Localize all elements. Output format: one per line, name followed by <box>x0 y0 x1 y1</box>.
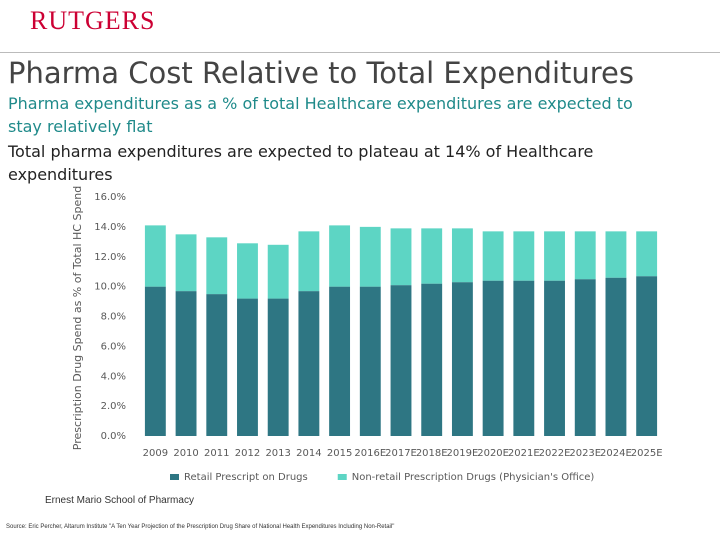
bar-segment <box>359 286 381 436</box>
bar-segment <box>144 286 166 436</box>
bar-segment <box>574 279 596 436</box>
y-tick-label: 16.0% <box>94 192 126 203</box>
slide-title: Pharma Cost Relative to Total Expenditur… <box>8 56 634 90</box>
x-tick-label: 2012 <box>235 448 260 459</box>
x-tick-label: 2021E <box>508 448 540 459</box>
legend-label: Non-retail Prescription Drugs (Physician… <box>352 472 595 483</box>
bar-segment <box>636 231 658 277</box>
bar-segment <box>605 231 627 278</box>
x-tick-label: 2011 <box>204 448 229 459</box>
bullet: Total pharma expenditures are expected t… <box>8 142 594 184</box>
bar-segment <box>390 228 412 286</box>
legend-swatch <box>170 474 179 480</box>
x-tick-label: 2018E <box>416 448 448 459</box>
x-tick-label: 2014 <box>296 448 321 459</box>
y-tick-label: 12.0% <box>94 252 126 263</box>
bar-segment <box>298 291 320 436</box>
bar-segment <box>267 244 289 299</box>
bar-segment <box>329 225 351 287</box>
y-axis-label: Prescription Drug Spend as % of Total HC… <box>71 186 84 450</box>
bar-segment <box>513 280 535 436</box>
legend-swatch <box>337 474 347 480</box>
bar-segment <box>298 231 320 292</box>
bar-segment <box>175 234 197 292</box>
x-tick-label: 2025E <box>631 448 663 459</box>
bar-segment <box>544 280 565 436</box>
bar-segment <box>421 283 443 436</box>
x-tick-label: 2015 <box>327 448 352 459</box>
y-tick-label: 8.0% <box>101 312 126 323</box>
x-tick-label: 2010 <box>173 448 198 459</box>
bar-segment <box>574 231 596 280</box>
bar-segment <box>237 243 258 299</box>
x-tick-label: 2024E <box>600 448 632 459</box>
bar-segment <box>482 231 504 281</box>
x-tick-label: 2019E <box>447 448 479 459</box>
bar-segment <box>421 228 443 284</box>
y-tick-label: 0.0% <box>101 431 126 442</box>
bar-segment <box>359 226 381 287</box>
bar-segment <box>144 225 166 287</box>
x-tick-label: 2022E <box>539 448 571 459</box>
footer: Ernest Mario School of Pharmacy <box>45 495 194 506</box>
legend-label: Retail Prescript on Drugs <box>184 472 308 483</box>
y-tick-label: 10.0% <box>94 282 126 293</box>
bullet: Pharma expenditures as a % of total Heal… <box>8 94 633 136</box>
x-tick-label: 2020E <box>477 448 509 459</box>
x-tick-label: 2009 <box>143 448 168 459</box>
bar-segment <box>544 231 565 281</box>
bar-segment <box>513 231 535 281</box>
chart: Prescription Drug Spend as % of Total HC… <box>71 186 663 483</box>
source: Source: Eric Percher, Altarum Institute … <box>6 524 395 530</box>
y-tick-label: 14.0% <box>94 222 126 233</box>
bar-segment <box>175 291 197 436</box>
bar-segment <box>206 294 228 436</box>
bar-segment <box>451 228 473 283</box>
x-tick-label: 2013 <box>265 448 290 459</box>
y-tick-label: 4.0% <box>101 371 126 382</box>
bar-segment <box>605 277 627 436</box>
bar-segment <box>237 298 258 436</box>
bar-segment <box>329 286 351 436</box>
bar-segment <box>636 276 658 436</box>
divider <box>0 52 720 53</box>
y-tick-label: 6.0% <box>101 341 126 352</box>
y-tick-label: 2.0% <box>101 401 126 412</box>
bar-segment <box>206 237 228 295</box>
bar-segment <box>390 285 412 436</box>
x-tick-label: 2023E <box>569 448 601 459</box>
bar-segment <box>267 298 289 436</box>
x-tick-label: 2017E <box>385 448 417 459</box>
bar-segment <box>482 280 504 436</box>
x-tick-label: 2016E <box>354 448 386 459</box>
bar-segment <box>451 282 473 436</box>
logo: RUTGERS <box>30 6 156 35</box>
